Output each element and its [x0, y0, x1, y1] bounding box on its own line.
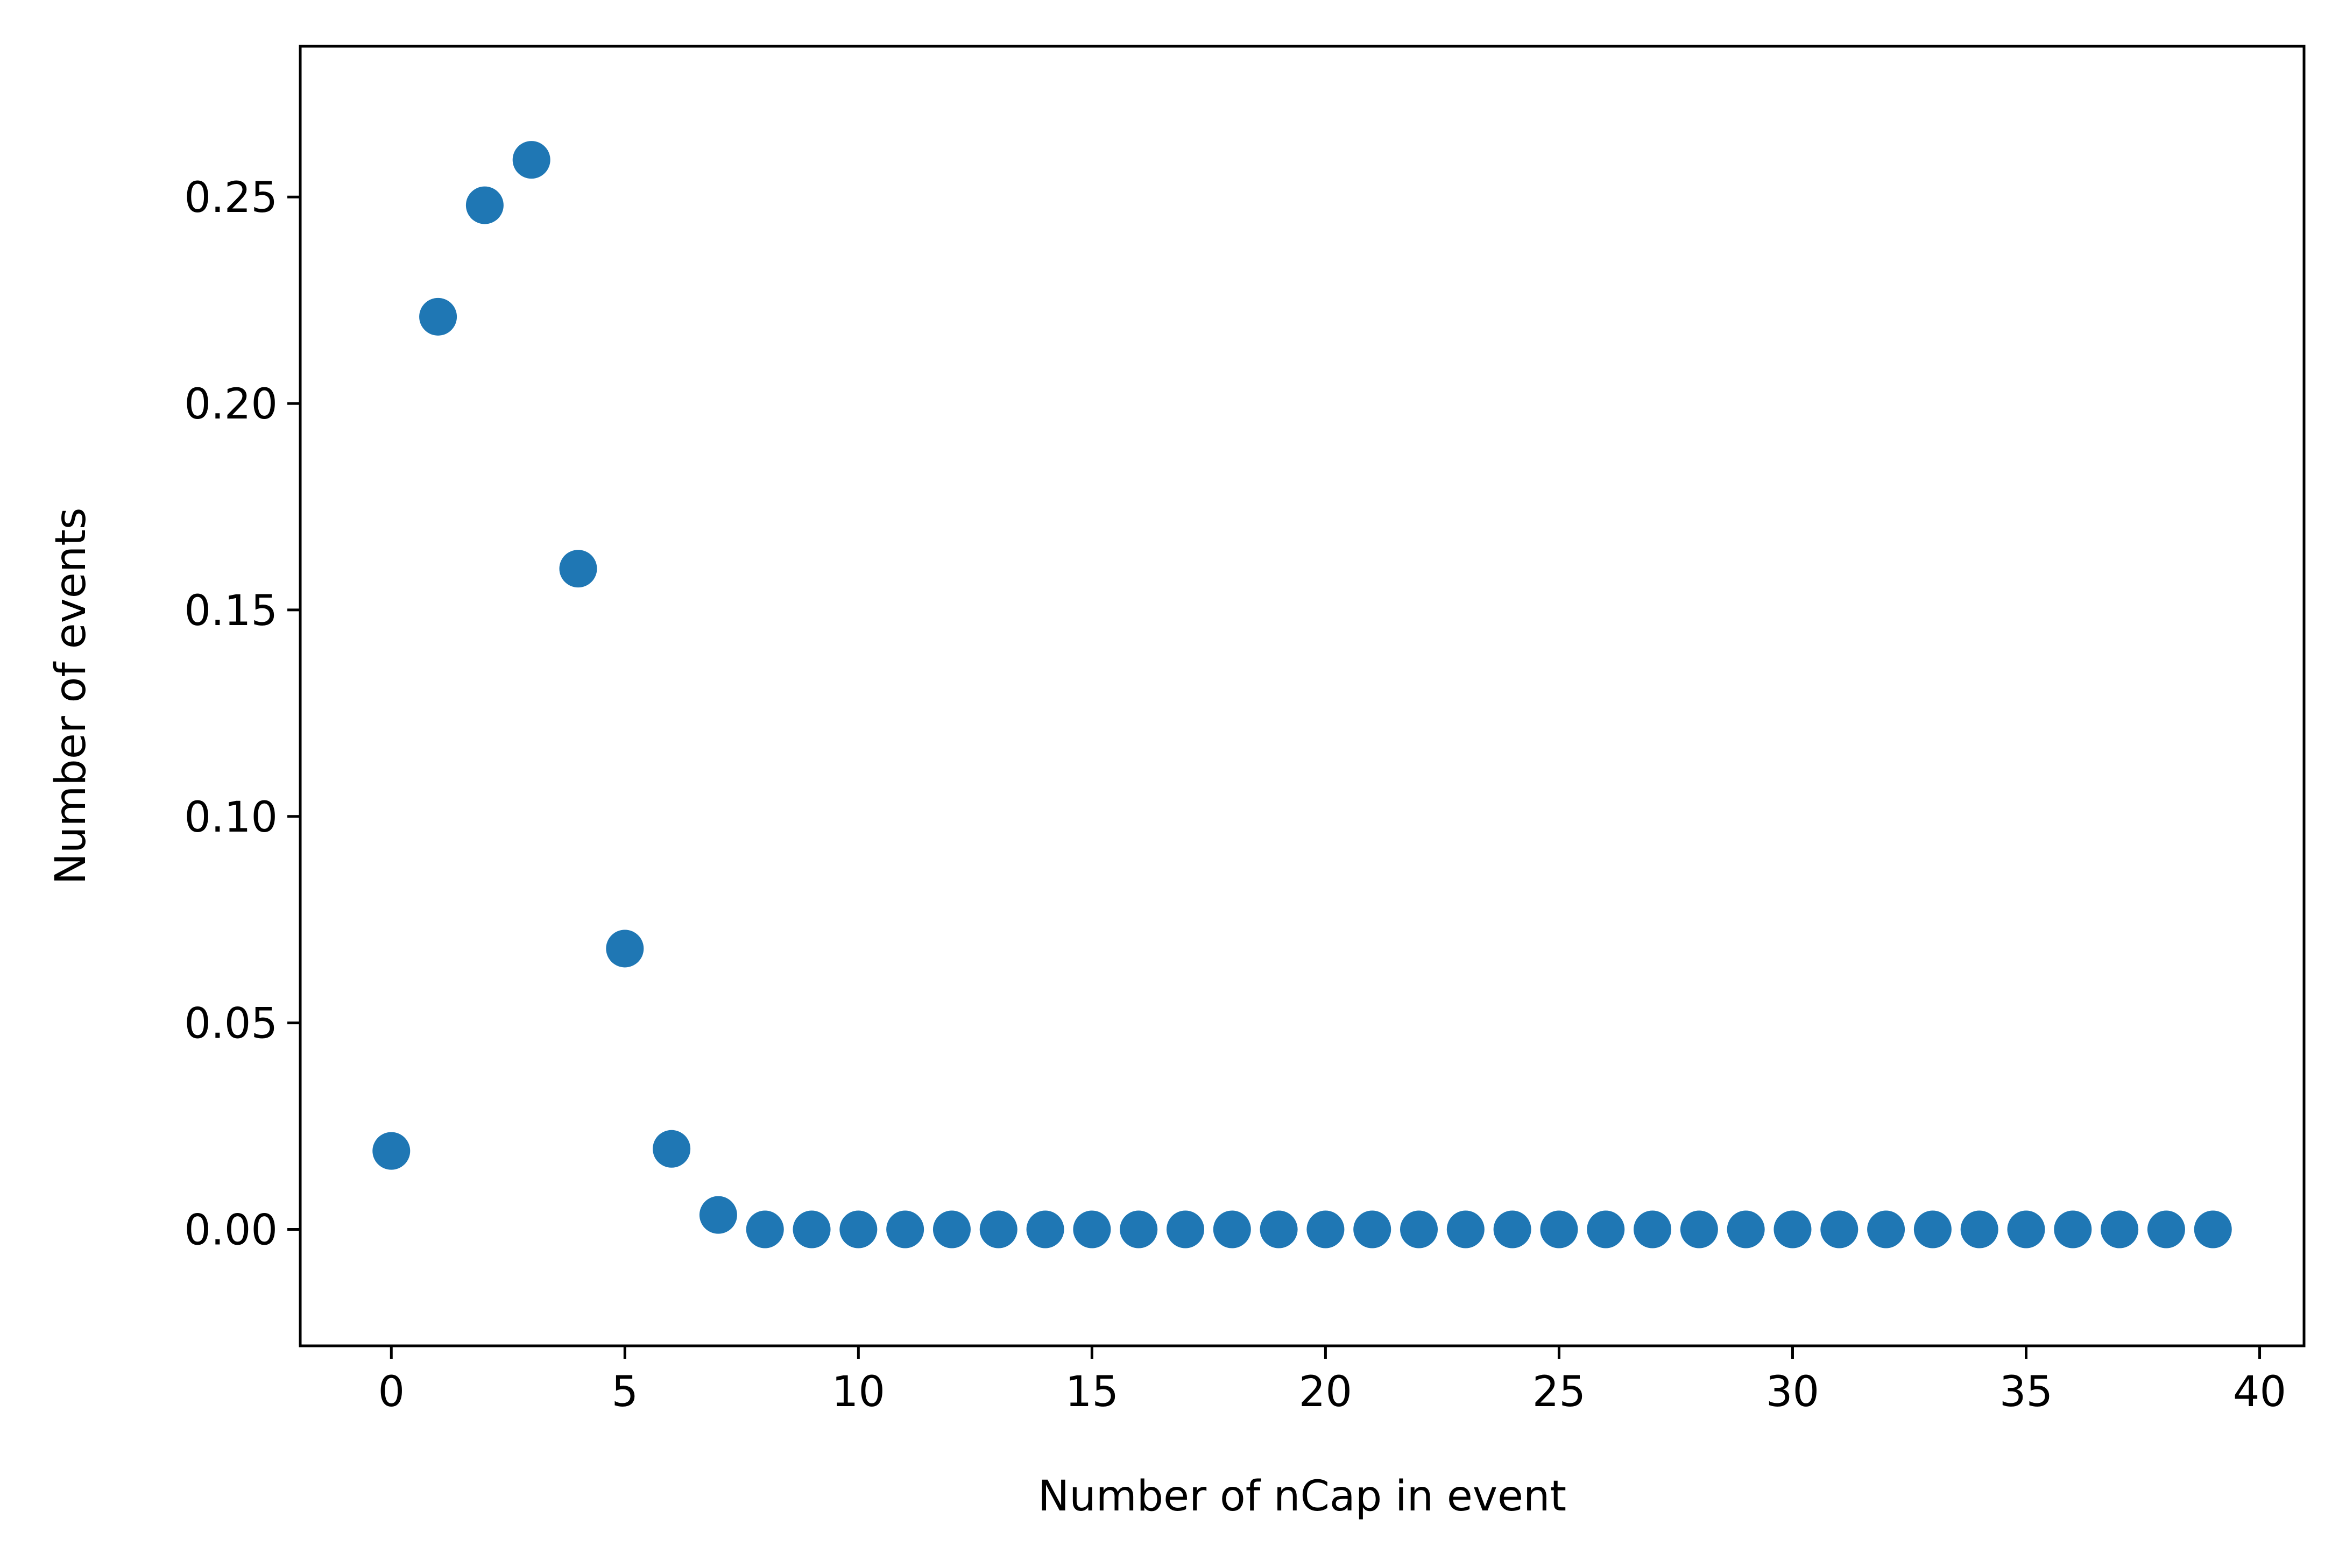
data-point	[746, 1210, 784, 1248]
x-tick-label: 0	[378, 1368, 405, 1416]
y-tick-label: 0.05	[184, 1000, 278, 1048]
x-tick-label: 35	[1999, 1368, 2053, 1416]
data-point	[1587, 1210, 1625, 1248]
x-tick-label: 30	[1766, 1368, 1819, 1416]
y-axis-label: Number of events	[47, 508, 95, 885]
data-point	[465, 186, 504, 224]
y-tick-label: 0.25	[184, 174, 278, 222]
data-point	[839, 1210, 878, 1248]
x-tick-label: 10	[832, 1368, 885, 1416]
data-point	[1166, 1210, 1204, 1248]
data-point	[1960, 1210, 1998, 1248]
data-point	[932, 1210, 971, 1248]
x-tick-label: 15	[1065, 1368, 1119, 1416]
data-point	[1680, 1210, 1718, 1248]
x-tick-label: 25	[1532, 1368, 1586, 1416]
data-point	[1773, 1210, 1812, 1248]
data-point	[1867, 1210, 1905, 1248]
data-point	[606, 930, 644, 968]
data-point	[1913, 1210, 1952, 1248]
data-point	[1026, 1210, 1064, 1248]
data-point	[1820, 1210, 1859, 1248]
y-axis: 0.00 0.05 0.10 0.15 0.20 0.25	[184, 174, 300, 1255]
data-point	[1727, 1210, 1765, 1248]
data-point	[1120, 1210, 1158, 1248]
plot-frame	[299, 45, 2306, 1347]
data-point	[886, 1210, 924, 1248]
data-point	[1213, 1210, 1251, 1248]
data-point	[653, 1130, 691, 1168]
data-point	[699, 1196, 737, 1234]
data-point	[512, 141, 550, 179]
x-tick-label: 20	[1299, 1368, 1352, 1416]
data-point	[2007, 1210, 2045, 1248]
data-point	[372, 1132, 411, 1170]
data-point	[1400, 1210, 1438, 1248]
data-point	[1634, 1210, 1672, 1248]
data-point	[419, 297, 457, 336]
x-tick-label: 40	[2233, 1368, 2286, 1416]
x-axis: 0 5 10 15 20 25 30 35 40	[378, 1346, 2286, 1416]
data-point	[979, 1210, 1017, 1248]
data-point	[1260, 1210, 1298, 1248]
data-point	[2194, 1210, 2232, 1248]
x-tick-label: 5	[611, 1368, 638, 1416]
y-tick-label: 0.20	[184, 380, 278, 429]
data-point	[2101, 1210, 2139, 1248]
x-axis-label: Number of nCap in event	[1038, 1472, 1566, 1521]
data-point	[2054, 1210, 2092, 1248]
y-tick-label: 0.00	[184, 1207, 278, 1255]
data-point	[1540, 1210, 1578, 1248]
y-tick-label: 0.15	[184, 587, 278, 635]
data-point	[559, 550, 597, 588]
data-point	[1446, 1210, 1485, 1248]
data-point	[1306, 1210, 1345, 1248]
y-tick-label: 0.10	[184, 793, 278, 842]
data-points	[372, 141, 2232, 1248]
data-point	[793, 1210, 831, 1248]
data-point	[1073, 1210, 1111, 1248]
data-point	[1353, 1210, 1391, 1248]
data-point	[1493, 1210, 1531, 1248]
data-point	[2147, 1210, 2185, 1248]
